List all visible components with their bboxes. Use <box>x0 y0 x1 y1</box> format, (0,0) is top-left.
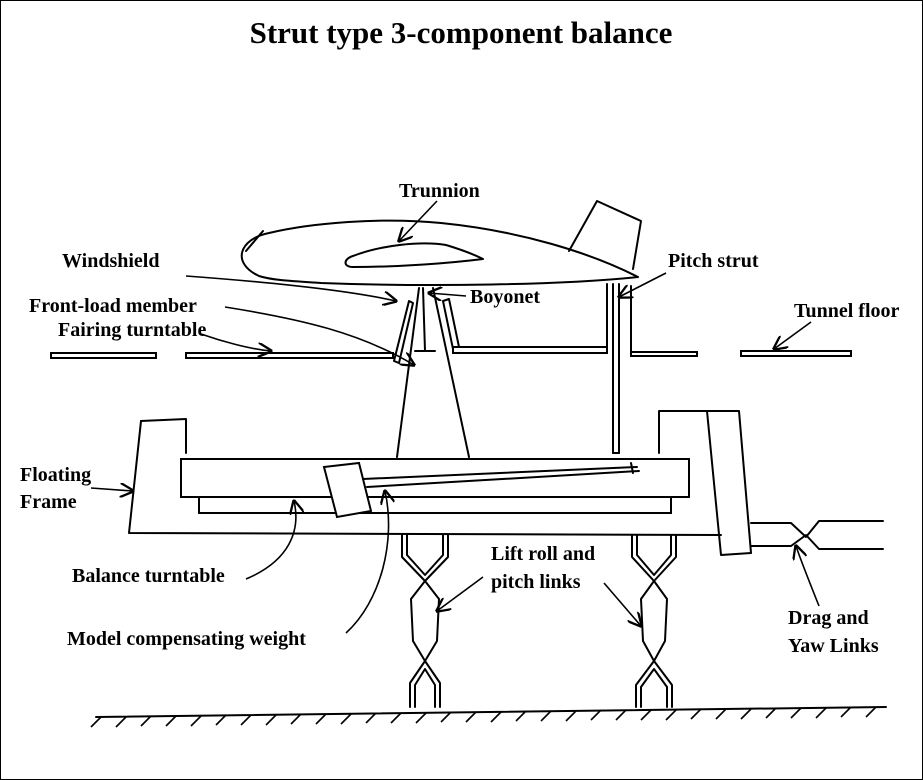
lift-links-left <box>401 534 449 708</box>
label-drag-yaw-1: Drag and <box>788 607 869 629</box>
label-floating-frame-1: Floating <box>20 464 91 486</box>
label-windshield: Windshield <box>62 250 159 272</box>
label-fairing-turntable: Fairing turntable <box>58 319 206 341</box>
lift-links-right <box>631 534 677 708</box>
label-tunnel-floor: Tunnel floor <box>794 300 900 322</box>
balance-turntable <box>180 458 690 514</box>
label-trunnion: Trunnion <box>399 180 480 202</box>
floating-frame <box>128 410 884 556</box>
fairing-turntable <box>393 298 460 364</box>
leader-arrows <box>90 200 820 634</box>
label-model-weight: Model compensating weight <box>67 628 306 650</box>
label-lift-links-2: pitch links <box>491 571 581 593</box>
ground <box>90 706 887 728</box>
airfoil-model <box>240 200 642 286</box>
label-balance-turntable: Balance turntable <box>72 565 225 587</box>
label-pitch-strut: Pitch strut <box>668 250 759 272</box>
compensating-weight <box>322 461 640 519</box>
label-drag-yaw-2: Yaw Links <box>788 635 879 657</box>
label-lift-links-1: Lift roll and <box>491 543 595 565</box>
label-front-load-member: Front-load member <box>29 295 197 317</box>
front-strut <box>396 287 470 458</box>
pitch-strut <box>606 283 620 454</box>
label-boyonet: Boyonet <box>470 286 540 308</box>
diagram-title: Strut type 3-component balance <box>250 15 673 50</box>
label-floating-frame-2: Frame <box>20 491 77 513</box>
